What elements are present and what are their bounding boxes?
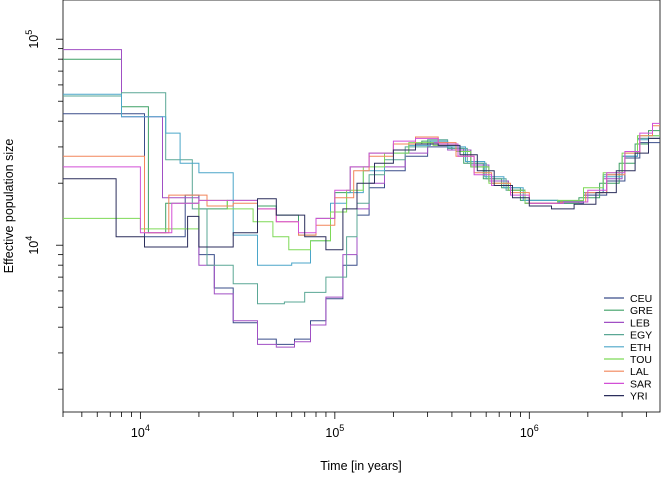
- series-egy: [63, 92, 660, 305]
- legend-label: ETH: [630, 342, 651, 354]
- series-eth: [63, 93, 660, 266]
- x-tick-label: 104: [131, 423, 150, 440]
- legend-label: GRE: [630, 305, 653, 317]
- y-axis-label: Effective population size: [2, 139, 16, 274]
- legend-label: TOU: [630, 354, 652, 366]
- plot-frame: [62, 0, 661, 413]
- y-tick-label: 104: [24, 236, 41, 255]
- series-tou: [63, 135, 660, 251]
- series-lines: [63, 49, 660, 348]
- axis-ticks: 104 105 106 104 105: [24, 30, 647, 440]
- legend-label: YRI: [630, 391, 648, 403]
- legend-label: CEU: [630, 293, 652, 305]
- x-tick-label: 105: [325, 423, 344, 440]
- legend-label: LEB: [630, 317, 650, 329]
- legend-label: LAL: [630, 366, 649, 378]
- series-lal: [63, 125, 660, 236]
- legend-label: SAR: [630, 378, 652, 390]
- series-leb: [63, 49, 660, 348]
- y-tick-label: 105: [24, 30, 41, 49]
- x-axis-label: Time [in years]: [320, 459, 402, 473]
- x-tick-label: 106: [520, 423, 539, 440]
- series-yri: [63, 137, 660, 251]
- legend-label: EGY: [630, 330, 652, 342]
- series-sar: [63, 122, 660, 234]
